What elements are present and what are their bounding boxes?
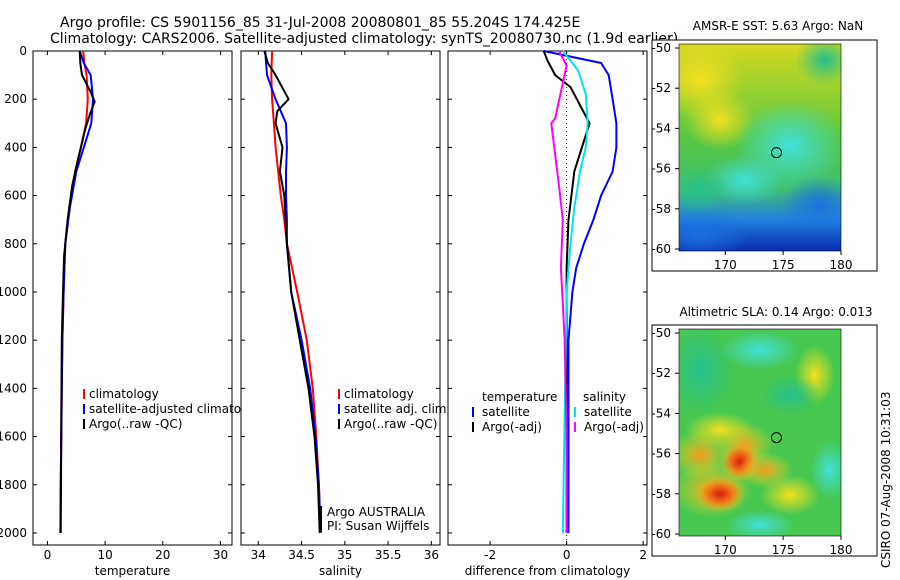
series-line-salinity-argo-adj-	[550, 50, 568, 533]
series-line-argo-raw-qc-	[59, 50, 96, 534]
legend-label: satellite adj. clim.	[344, 402, 450, 416]
map-y-tick-label: -60	[651, 527, 671, 541]
map-x-tick-label: 180	[830, 543, 853, 557]
map-y-tick-label: -56	[651, 162, 671, 176]
y-tick-label: 400	[4, 140, 27, 154]
legend-label: Argo(-adj)	[584, 420, 644, 434]
x-tick-label: 0	[44, 548, 52, 562]
map-x-tick-label: 175	[772, 543, 795, 557]
x-tick-label: 2	[639, 548, 647, 562]
legend-label: climatology	[89, 387, 159, 401]
map-x-tick-label: 170	[714, 543, 737, 557]
y-tick-label: 200	[4, 92, 27, 106]
sla-map-panel: Altimetric SLA: 0.14 Argo: 0.013 170 175 1…	[651, 305, 878, 557]
map-y-tick-label: -50	[651, 326, 671, 340]
legend-label: satellite	[482, 405, 530, 419]
x-tick-label: 35.5	[375, 548, 402, 562]
map-y-tick-label: -52	[651, 81, 671, 95]
x-axis-label: difference from climatology	[465, 564, 631, 578]
x-tick-label: 10	[97, 548, 112, 562]
legend-label: Argo(-adj)	[482, 420, 542, 434]
x-tick-label: 35	[337, 548, 352, 562]
y-tick-label: 2000	[0, 526, 27, 540]
temperature-panel: 0 10 20 30 0 200 400 600 800 1000 1200 1400 1600 1800…	[0, 44, 267, 578]
map-x-tick-label: 175	[772, 258, 795, 272]
map-y-tick-label: -60	[651, 242, 671, 256]
panel-frame	[240, 50, 441, 546]
map-x-tick-label: 170	[714, 258, 737, 272]
sst-map-title: AMSR-E SST: 5.63 Argo: NaN	[693, 19, 863, 33]
map-y-tick-label: -56	[651, 447, 671, 461]
map-x-tick-label: 180	[830, 258, 853, 272]
x-tick-label: 20	[155, 548, 170, 562]
sla-heatmap	[679, 329, 841, 536]
difference-panel: -2 0 2 difference from climatology temperatu…	[447, 50, 648, 578]
x-axis-label: salinity	[319, 564, 362, 578]
map-y-tick-label: -54	[651, 406, 671, 420]
sla-map-title: Altimetric SLA: 0.14 Argo: 0.013	[679, 305, 872, 319]
salinity-panel: 34 34.5 35 35.5 36 salinity climatologysatelli…	[240, 50, 450, 578]
legend-header: temperature	[482, 390, 557, 404]
sst-map-panel: AMSR-E SST: 5.63 Argo: NaN 170 175 180 -50 -…	[651, 19, 878, 272]
x-tick-label: -2	[484, 548, 496, 562]
y-tick-label: 1600	[0, 430, 27, 444]
panel-frame	[32, 50, 233, 546]
y-tick-label: 1800	[0, 478, 27, 492]
csiro-timestamp: CSIRO 07-Aug-2008 10:31:03	[879, 392, 893, 568]
x-tick-label: 34	[251, 548, 266, 562]
legend-label: Argo(..raw -QC)	[89, 417, 182, 431]
legend-label: Argo(..raw -QC)	[344, 417, 437, 431]
y-tick-label: 1200	[0, 333, 27, 347]
panel-frame	[447, 50, 648, 546]
series-line-satellite-adj-clim-	[264, 50, 322, 534]
x-tick-label: 36	[424, 548, 439, 562]
series-line-salinity-satellite	[561, 50, 589, 534]
sst-heatmap	[679, 44, 841, 251]
annotation-label: Argo AUSTRALIA	[327, 505, 426, 519]
legend-label: satellite	[584, 405, 632, 419]
y-tick-label: 600	[4, 189, 27, 203]
series-line-argo-raw-qc-	[263, 50, 321, 534]
legend-label: satellite-adjusted climatology	[89, 402, 267, 416]
x-tick-label: 0	[563, 548, 571, 562]
figure-title: Argo profile: CS 5901156_85 31-Jul-2008 …	[60, 15, 580, 31]
map-y-tick-label: -54	[651, 121, 671, 135]
y-tick-label: 800	[4, 237, 27, 251]
x-axis-label: temperature	[95, 564, 170, 578]
annotation-label: PI: Susan Wijffels	[327, 519, 429, 533]
legend-label: climatology	[344, 387, 414, 401]
y-tick-label: 1000	[0, 285, 27, 299]
y-tick-label: 0	[19, 44, 27, 58]
x-tick-label: 30	[213, 548, 228, 562]
map-y-tick-label: -58	[651, 202, 671, 216]
legend-header: salinity	[583, 390, 626, 404]
series-line-climatology	[270, 50, 322, 534]
series-line-temperature-satellite	[543, 50, 618, 533]
argo-location-marker	[770, 147, 782, 159]
map-y-tick-label: -50	[651, 41, 671, 55]
map-y-tick-label: -52	[651, 366, 671, 380]
map-y-tick-label: -58	[651, 487, 671, 501]
argo-location-marker	[770, 432, 782, 444]
figure-subtitle: Climatology: CARS2006. Satellite-adjuste…	[50, 31, 678, 47]
x-tick-label: 34.5	[288, 548, 315, 562]
y-tick-label: 1400	[0, 381, 27, 395]
